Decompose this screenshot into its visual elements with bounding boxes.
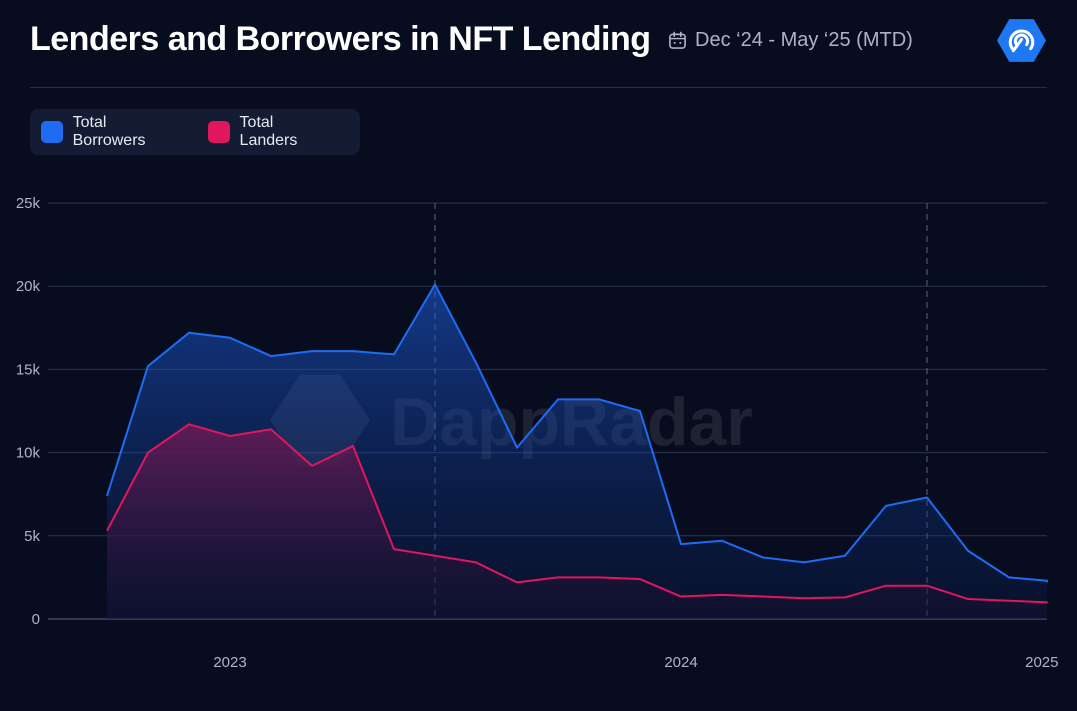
series-line-landers[interactable]: [106, 423, 1048, 604]
series-line-borrowers[interactable]: [106, 283, 1048, 583]
legend-swatch-landers: [207, 121, 230, 143]
date-range: Dec ‘24 - May ‘25 (MTD): [668, 29, 913, 52]
legend-item-borrowers[interactable]: Total Borrowers: [41, 114, 182, 150]
date-range-label: Dec ‘24 - May ‘25 (MTD): [695, 29, 913, 51]
calendar-icon: [669, 31, 686, 49]
legend-label-borrowers: Total Borrowers: [72, 114, 146, 149]
header-divider: [30, 87, 1047, 88]
y-tick-label: 20k: [16, 278, 41, 295]
y-tick-label: 0: [32, 611, 40, 628]
y-tick-label: 15k: [16, 361, 41, 378]
legend-label-landers: Total Landers: [239, 114, 298, 149]
legend-swatch-borrowers: [41, 121, 63, 143]
x-tick-label: 2024: [664, 654, 697, 671]
dappradar-logo-icon: [997, 19, 1046, 62]
chart-title: Lenders and Borrowers in NFT Lending: [30, 20, 651, 58]
chart-legend: Total Borrowers Total Landers: [30, 109, 360, 155]
y-tick-label: 10k: [16, 445, 41, 462]
y-tick-label: 5k: [24, 528, 40, 545]
legend-item-landers[interactable]: Total Landers: [207, 114, 334, 150]
area-fill-landers: [107, 424, 1047, 619]
x-tick-label: 2025: [1025, 654, 1058, 671]
x-tick-label: 2023: [213, 654, 246, 671]
y-tick-label: 25k: [16, 195, 41, 212]
